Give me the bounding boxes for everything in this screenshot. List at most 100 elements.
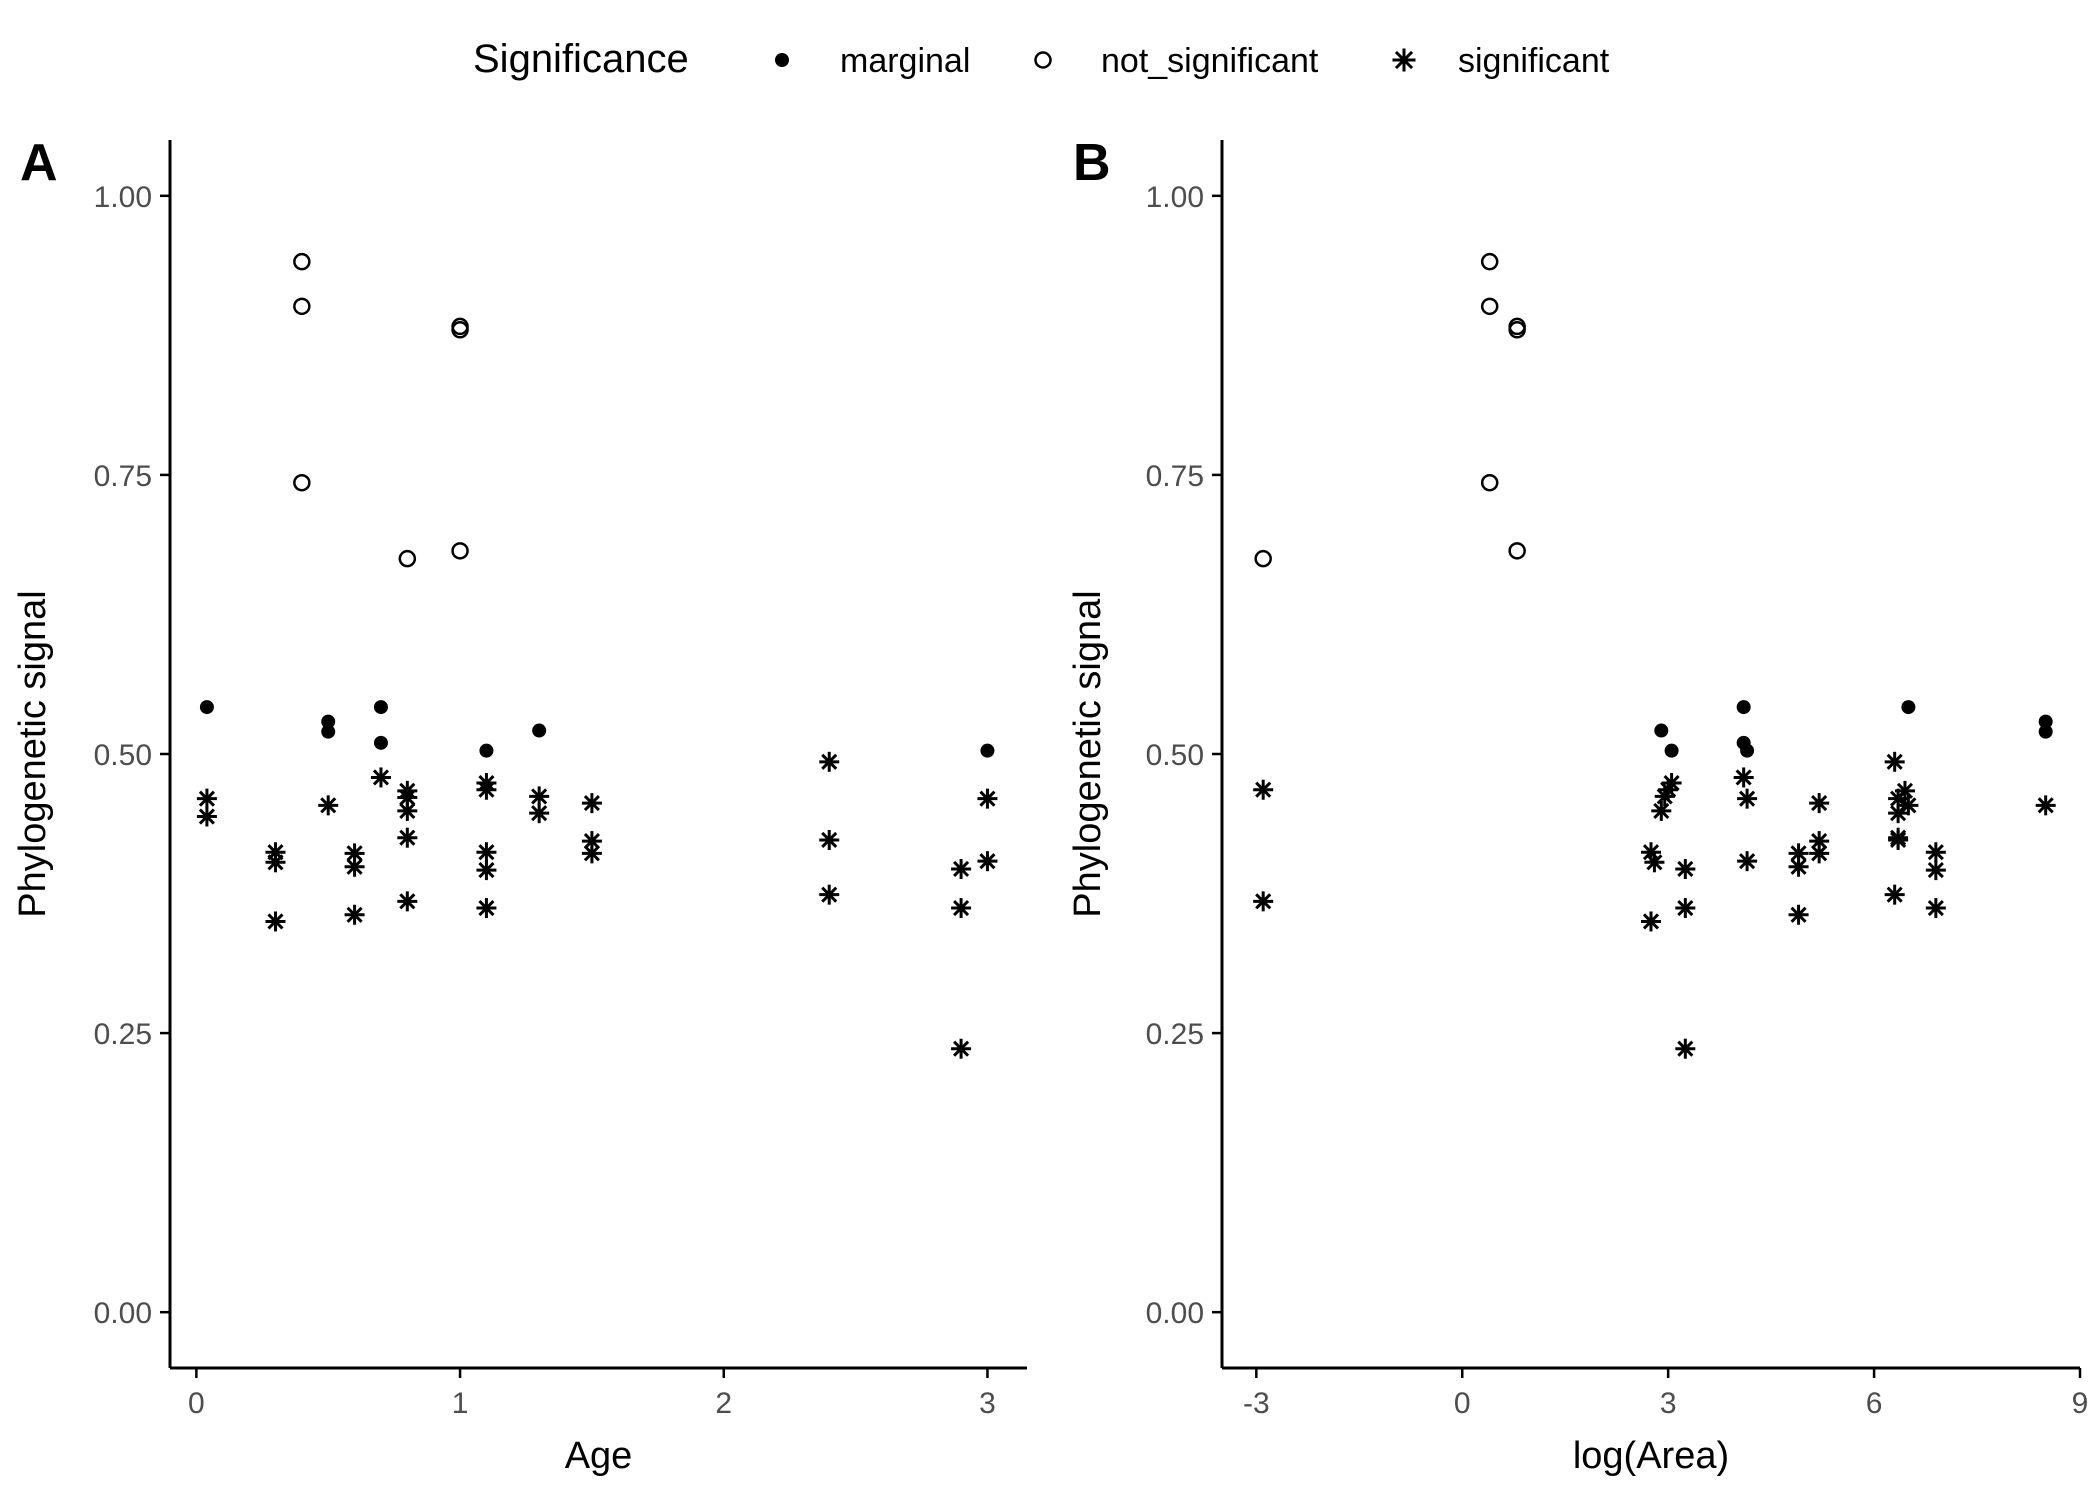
panel-b-x-tick-label: 3 <box>1660 1387 1677 1420</box>
point-significant <box>1733 767 1754 788</box>
panel-b-x-tick-label: 9 <box>2072 1387 2089 1420</box>
point-significant <box>1253 891 1274 912</box>
point-marginal <box>2038 714 2053 729</box>
panel-b-x-axis-title: log(Area) <box>1573 1435 1729 1477</box>
point-significant <box>1675 898 1696 919</box>
point-not-significant <box>293 473 311 492</box>
point-marginal <box>980 743 995 758</box>
point-significant <box>1651 800 1672 821</box>
legend-marginal-label: marginal <box>840 42 970 80</box>
point-not-significant <box>1254 549 1272 568</box>
panel-b-x-tick-label: -3 <box>1243 1387 1270 1420</box>
panel-b-y-tick-label: 0.00 <box>1146 1297 1204 1330</box>
panel-a-y-axis-title: Phylogenetic signal <box>12 590 54 917</box>
point-significant <box>1644 852 1665 873</box>
panel-a-y-tick-label: 1.00 <box>94 181 152 214</box>
point-significant <box>819 829 840 850</box>
point-significant <box>318 795 339 816</box>
point-significant <box>529 803 550 824</box>
panel-a-x-axis-title: Age <box>565 1435 633 1477</box>
panel-b-x-tick-label: 6 <box>1866 1387 1883 1420</box>
panel-b-label: B <box>1073 134 1111 192</box>
point-significant <box>370 767 391 788</box>
point-significant <box>1809 843 1830 864</box>
point-marginal <box>1740 743 1755 758</box>
point-significant <box>344 856 365 877</box>
point-significant <box>1884 884 1905 905</box>
panel-b-series-significant <box>1253 751 2056 1059</box>
panel-b-y-tick-label: 1.00 <box>1146 181 1204 214</box>
panel-b-y-tick-label: 0.75 <box>1146 460 1204 493</box>
panel-a-x-tick-label: 3 <box>979 1387 996 1420</box>
point-significant <box>977 788 998 809</box>
panel-a-y-tick-label: 0.00 <box>94 1297 152 1330</box>
legend-not-significant-symbol <box>1034 51 1052 69</box>
point-not-significant <box>293 297 311 316</box>
panel-b-y-axis-title: Phylogenetic signal <box>1067 590 1109 917</box>
point-significant <box>476 779 497 800</box>
point-not-significant <box>293 252 311 271</box>
point-significant <box>1675 858 1696 879</box>
point-significant <box>1737 851 1758 872</box>
panel-b-series-not-significant <box>1254 252 1526 568</box>
point-not-significant <box>1508 321 1526 339</box>
point-marginal <box>321 714 336 729</box>
legend-key-not-significant: not_significant <box>1034 42 1319 80</box>
point-significant <box>1925 898 1946 919</box>
point-significant <box>951 898 972 919</box>
legend-not-significant-label: not_significant <box>1101 42 1319 80</box>
point-not-significant <box>398 549 417 568</box>
point-significant <box>529 786 550 807</box>
point-significant <box>819 884 840 905</box>
point-significant <box>581 843 602 864</box>
point-significant <box>951 858 972 879</box>
point-significant <box>344 904 365 925</box>
point-significant <box>476 898 497 919</box>
panel-a-x-tick-label: 2 <box>715 1387 732 1420</box>
point-significant <box>977 851 998 872</box>
panel-a: A 0.00 0.25 0.50 0.75 1.00 0 1 2 3 Age Phylogenetic… <box>12 134 1027 1477</box>
legend-title: Significance <box>473 37 689 81</box>
point-significant <box>1894 780 1915 801</box>
point-significant <box>1788 856 1809 877</box>
point-significant <box>1253 779 1274 800</box>
legend-key-marginal: marginal <box>775 42 970 80</box>
point-significant <box>476 842 497 863</box>
point-significant <box>1788 904 1809 925</box>
point-significant <box>1888 829 1909 850</box>
point-not-significant <box>1480 473 1499 492</box>
panel-a-y-tick-label: 0.75 <box>94 460 152 493</box>
panel-b-x-tick-label: 0 <box>1454 1387 1471 1420</box>
legend: Significance marginal not_significant si… <box>473 37 1610 81</box>
point-marginal <box>479 743 494 758</box>
point-marginal <box>321 724 336 739</box>
point-not-significant <box>451 321 469 339</box>
point-significant <box>1884 751 1905 772</box>
point-significant <box>2035 795 2056 816</box>
point-marginal <box>532 723 547 738</box>
legend-marginal-symbol <box>775 53 789 67</box>
point-marginal <box>2038 724 2053 739</box>
point-significant <box>196 788 217 809</box>
panel-a-y-tick-label: 0.25 <box>94 1018 152 1051</box>
panel-b-y-tick-label: 0.25 <box>1146 1018 1204 1051</box>
panel-a-x-tick-label: 1 <box>452 1387 469 1420</box>
legend-key-significant: significant <box>1392 42 1610 80</box>
panel-a-series-marginal <box>199 700 995 758</box>
point-marginal <box>199 700 214 715</box>
point-not-significant <box>451 542 469 560</box>
point-marginal <box>373 700 388 715</box>
panel-a-series-significant <box>196 751 998 1059</box>
point-marginal <box>373 735 388 750</box>
point-significant <box>1737 788 1758 809</box>
point-significant <box>476 860 497 881</box>
legend-significant-symbol <box>1392 48 1416 72</box>
point-marginal <box>1736 700 1751 715</box>
point-significant <box>1788 843 1809 864</box>
point-significant <box>819 751 840 772</box>
panel-a-series-not-significant <box>293 252 469 568</box>
point-significant <box>196 806 217 827</box>
point-significant <box>951 1038 972 1059</box>
